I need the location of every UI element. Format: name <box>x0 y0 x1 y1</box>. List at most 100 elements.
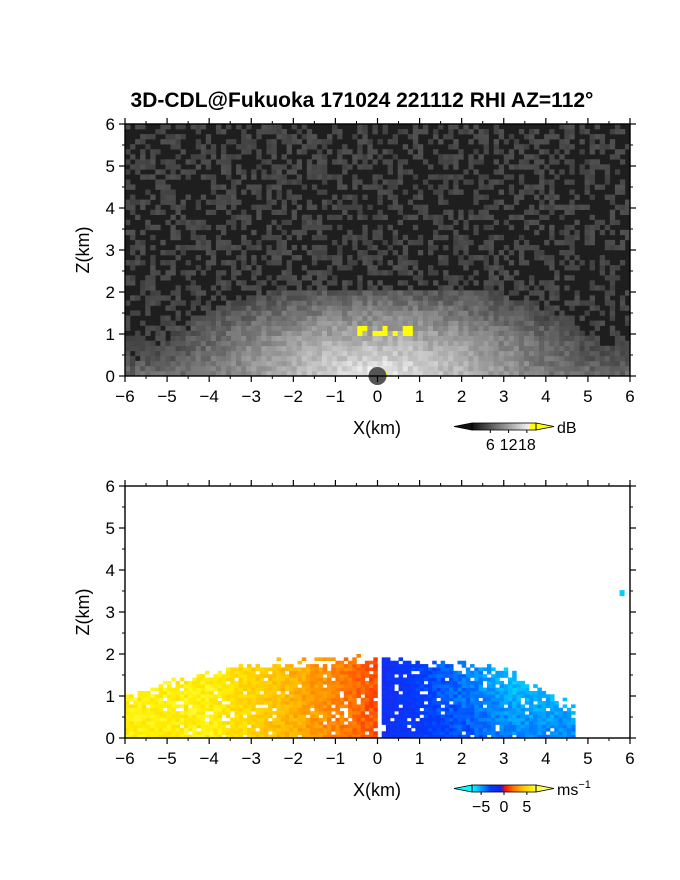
velocity-cell <box>558 711 563 715</box>
velocity-cell <box>204 694 210 698</box>
velocity-cell <box>221 690 227 695</box>
reflectivity-cell <box>473 280 479 286</box>
reflectivity-cell <box>539 179 545 185</box>
reflectivity-cell <box>417 325 424 331</box>
velocity-cell <box>129 721 134 725</box>
velocity-cell <box>364 714 370 719</box>
reflectivity-cell <box>468 209 474 216</box>
reflectivity-cell <box>195 370 202 377</box>
reflectivity-cell <box>271 350 277 357</box>
reflectivity-cell <box>518 189 525 195</box>
reflectivity-cell <box>589 350 595 357</box>
velocity-cell <box>520 684 526 688</box>
reflectivity-cell <box>246 340 252 347</box>
velocity-cell <box>554 701 559 705</box>
velocity-cell <box>322 707 328 712</box>
reflectivity-cell <box>316 345 323 352</box>
reflectivity-cell <box>165 174 171 180</box>
reflectivity-cell <box>614 365 621 372</box>
reflectivity-cell <box>231 350 237 357</box>
velocity-cell <box>512 670 517 675</box>
velocity-cell <box>461 711 467 715</box>
velocity-cell <box>461 680 467 685</box>
velocity-cell <box>335 694 340 698</box>
reflectivity-cell <box>574 365 580 372</box>
reflectivity-cell <box>190 305 196 311</box>
reflectivity-cell <box>624 305 631 311</box>
reflectivity-cell <box>241 144 247 150</box>
reflectivity-cell <box>140 290 146 296</box>
reflectivity-cell <box>150 265 156 271</box>
reflectivity-cell <box>549 209 555 216</box>
velocity-cell <box>491 701 496 705</box>
reflectivity-cell <box>448 144 454 150</box>
velocity-cell <box>284 704 290 709</box>
velocity-cell <box>461 724 467 729</box>
velocity-cell <box>470 731 475 735</box>
reflectivity-cell <box>145 134 151 140</box>
velocity-cell <box>402 664 408 668</box>
reflectivity-cell <box>569 250 575 256</box>
reflectivity-cell <box>200 335 207 342</box>
reflectivity-cell <box>438 300 444 306</box>
velocity-cell <box>171 727 176 732</box>
velocity-cell <box>297 687 303 692</box>
reflectivity-cell <box>220 355 227 362</box>
reflectivity-cell <box>569 305 575 311</box>
velocity-cell <box>192 690 197 695</box>
velocity-cell <box>423 707 429 712</box>
reflectivity-cell <box>332 290 338 296</box>
velocity-cell <box>297 680 303 685</box>
reflectivity-cell <box>210 189 217 195</box>
reflectivity-cell <box>195 300 202 306</box>
reflectivity-cell <box>523 184 530 190</box>
reflectivity-cell <box>301 355 308 362</box>
reflectivity-cell <box>382 325 388 331</box>
reflectivity-cell <box>574 360 580 367</box>
reflectivity-cell <box>347 365 353 372</box>
reflectivity-cell <box>624 345 631 352</box>
reflectivity-cell <box>276 260 282 266</box>
reflectivity-cell <box>619 260 626 266</box>
velocity-cell <box>238 717 244 722</box>
reflectivity-cell <box>301 134 308 140</box>
velocity-cell <box>503 690 509 695</box>
reflectivity-cell <box>231 345 237 352</box>
velocity-cell <box>558 727 563 732</box>
reflectivity-cell <box>135 365 141 372</box>
reflectivity-cell <box>145 174 151 180</box>
velocity-cell <box>305 680 311 685</box>
velocity-cell <box>449 680 454 685</box>
velocity-cell <box>529 711 534 715</box>
reflectivity-cell <box>352 244 358 251</box>
velocity-cell <box>558 734 563 739</box>
velocity-cell <box>301 721 307 725</box>
reflectivity-cell <box>589 149 595 155</box>
reflectivity-cell <box>377 209 383 216</box>
reflectivity-cell <box>155 224 161 231</box>
reflectivity-cell <box>180 355 186 362</box>
reflectivity-cell <box>493 370 499 377</box>
reflectivity-cell <box>544 194 550 200</box>
velocity-cell <box>348 674 353 678</box>
velocity-cell <box>449 704 454 709</box>
velocity-cell <box>259 701 265 705</box>
velocity-cell <box>503 667 509 672</box>
reflectivity-cell <box>407 270 414 276</box>
reflectivity-cell <box>352 179 358 185</box>
reflectivity-cell <box>215 290 222 296</box>
reflectivity-cell <box>236 305 242 311</box>
reflectivity-cell <box>488 295 494 301</box>
reflectivity-cell <box>311 365 318 372</box>
reflectivity-cell <box>412 174 419 180</box>
reflectivity-cell <box>266 124 272 130</box>
reflectivity-cell <box>589 285 595 291</box>
reflectivity-cell <box>321 340 328 347</box>
reflectivity-cell <box>342 295 348 301</box>
reflectivity-cell <box>589 214 595 221</box>
velocity-cell <box>141 707 147 712</box>
reflectivity-cell <box>468 275 474 281</box>
reflectivity-cell <box>200 244 207 251</box>
velocity-cell <box>318 704 324 709</box>
velocity-cell <box>343 734 349 739</box>
